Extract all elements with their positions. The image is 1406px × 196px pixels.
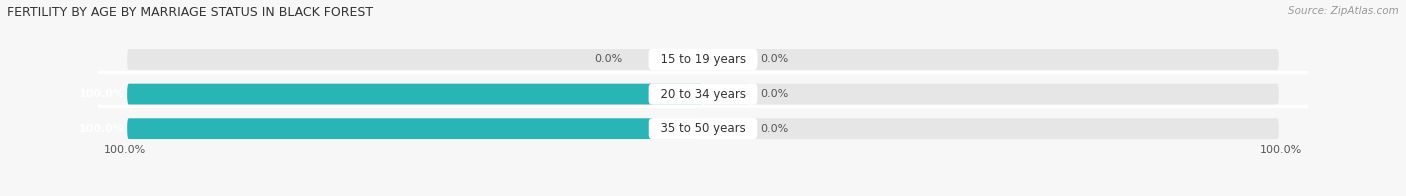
Text: 0.0%: 0.0%: [761, 89, 789, 99]
FancyBboxPatch shape: [127, 49, 703, 70]
FancyBboxPatch shape: [127, 84, 703, 104]
FancyBboxPatch shape: [703, 84, 749, 104]
Text: 100.0%: 100.0%: [104, 145, 146, 155]
Text: 35 to 50 years: 35 to 50 years: [652, 122, 754, 135]
Text: 0.0%: 0.0%: [761, 54, 789, 64]
Text: 100.0%: 100.0%: [79, 124, 124, 134]
FancyBboxPatch shape: [703, 49, 1279, 70]
Text: FERTILITY BY AGE BY MARRIAGE STATUS IN BLACK FOREST: FERTILITY BY AGE BY MARRIAGE STATUS IN B…: [7, 6, 373, 19]
Text: 20 to 34 years: 20 to 34 years: [652, 88, 754, 101]
FancyBboxPatch shape: [127, 84, 703, 104]
Text: 15 to 19 years: 15 to 19 years: [652, 53, 754, 66]
FancyBboxPatch shape: [703, 84, 1279, 104]
FancyBboxPatch shape: [703, 49, 749, 70]
FancyBboxPatch shape: [703, 118, 749, 139]
FancyBboxPatch shape: [703, 118, 1279, 139]
FancyBboxPatch shape: [127, 118, 703, 139]
Text: 100.0%: 100.0%: [79, 89, 124, 99]
Text: 0.0%: 0.0%: [595, 54, 623, 64]
FancyBboxPatch shape: [657, 49, 703, 70]
Text: 0.0%: 0.0%: [761, 124, 789, 134]
Text: Source: ZipAtlas.com: Source: ZipAtlas.com: [1288, 6, 1399, 16]
FancyBboxPatch shape: [127, 118, 703, 139]
Text: 100.0%: 100.0%: [1260, 145, 1302, 155]
